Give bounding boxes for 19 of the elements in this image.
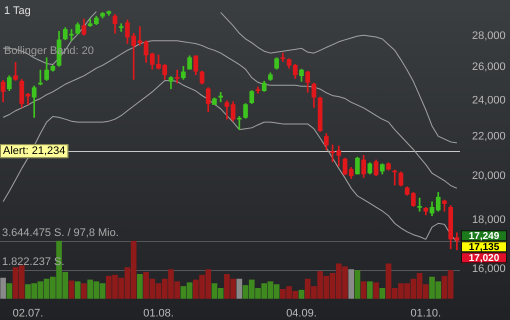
ref-line-label: 3.644.475 S. / 97,8 Mio. — [2, 227, 119, 240]
chart-subtitle: 1 Tag — [4, 5, 31, 18]
x-tick-label: 01.10. — [410, 307, 442, 320]
x-tick-label: 01.08. — [143, 307, 174, 320]
y-tick-label: 18,000 — [472, 214, 506, 226]
ref-line-label: Alert: 21,234 — [3, 145, 66, 158]
text: 17,249 — [468, 231, 500, 242]
candlestick — [13, 62, 18, 81]
y-tick-label: 24,000 — [472, 94, 506, 106]
y-tick-label: 28,000 — [472, 30, 506, 42]
y-tick-label: 22,000 — [472, 130, 506, 142]
x-tick-label: 02.07. — [12, 307, 44, 320]
x-tick-label: 04.09. — [286, 307, 317, 320]
candlestick — [256, 86, 260, 94]
y-tick-label: 26,000 — [472, 60, 506, 73]
y-tick-label: 16,000 — [472, 262, 506, 275]
text: 17,135 — [468, 242, 500, 254]
y-tick-label: 20,000 — [472, 170, 506, 182]
text: 17,020 — [468, 253, 500, 264]
